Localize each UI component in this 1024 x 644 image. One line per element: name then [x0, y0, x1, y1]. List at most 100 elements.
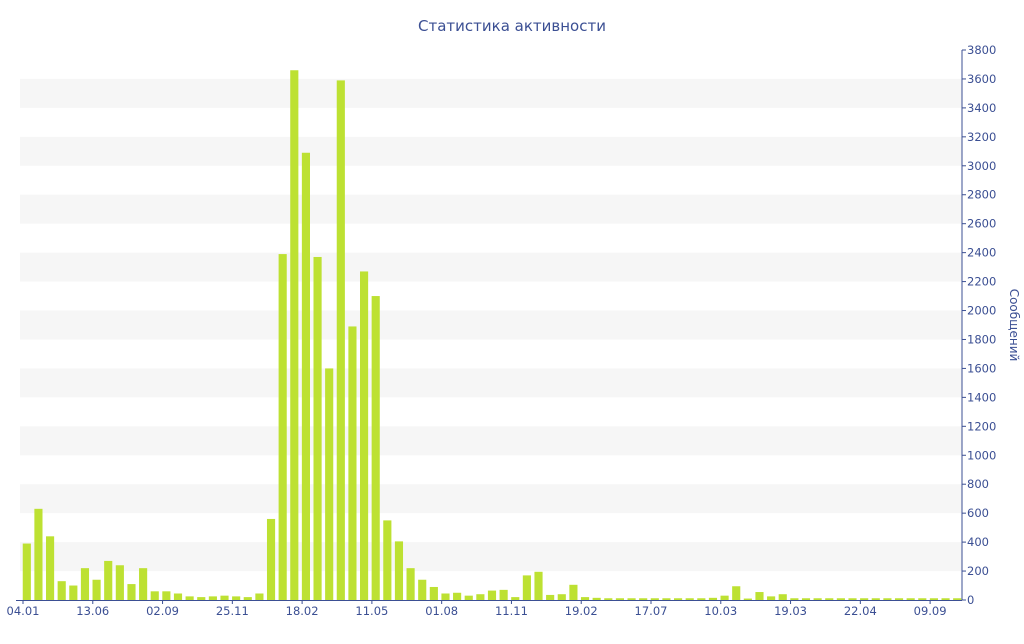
y-tick-label: 0 [967, 593, 974, 607]
bar [720, 595, 729, 600]
x-tick-label: 11.05 [355, 604, 388, 618]
bar [836, 598, 845, 600]
bar [511, 597, 520, 600]
bar [918, 598, 927, 600]
y-tick-label: 2000 [967, 304, 996, 318]
x-tick-label: 19.02 [565, 604, 598, 618]
bar [708, 597, 718, 600]
y-tick-label: 3800 [967, 43, 996, 57]
bar [418, 579, 427, 600]
grid-band [20, 136, 962, 166]
x-tick-label: 04.01 [7, 604, 40, 618]
bar [92, 579, 101, 600]
bar [383, 520, 392, 600]
bar [604, 598, 613, 600]
bar [825, 598, 834, 600]
grid-band [20, 542, 962, 572]
bar [173, 593, 183, 600]
bar [360, 271, 369, 600]
bar [57, 581, 66, 600]
bar [22, 543, 31, 600]
bar [499, 589, 508, 600]
bar [406, 568, 415, 600]
x-tick-label: 02.09 [146, 604, 179, 618]
bar [592, 597, 601, 600]
y-tick-label: 3400 [967, 101, 996, 115]
grid-band [20, 484, 962, 514]
bar [104, 560, 113, 600]
bar [69, 585, 78, 600]
bar [301, 152, 310, 600]
x-tick-label: 13.06 [76, 604, 109, 618]
bar [778, 594, 787, 600]
y-tick-label: 3200 [967, 130, 996, 144]
bar [801, 598, 811, 600]
bar [580, 597, 590, 600]
bar [615, 598, 624, 600]
y-tick-label: 3000 [967, 159, 996, 173]
bar [162, 591, 171, 600]
bars-group [22, 70, 962, 600]
grid-band [20, 310, 962, 340]
x-tick-label: 22.04 [844, 604, 877, 618]
bar [290, 70, 299, 600]
grid-band [20, 78, 962, 108]
bar [266, 518, 276, 600]
x-tick-label: 10.03 [704, 604, 737, 618]
bar [139, 568, 148, 600]
bar [278, 254, 287, 600]
bar [46, 536, 55, 600]
x-tick-label: 09.09 [914, 604, 947, 618]
bar [185, 596, 194, 600]
bar [650, 598, 659, 600]
bar [674, 598, 683, 600]
y-tick-label: 800 [967, 477, 989, 491]
bar [522, 575, 531, 600]
y-tick-label: 1200 [967, 419, 996, 433]
y-tick-label: 1800 [967, 332, 996, 346]
y-tick-label: 1400 [967, 390, 996, 404]
grid-band [20, 368, 962, 398]
bar [208, 596, 217, 600]
bar [534, 571, 543, 600]
bar [557, 594, 566, 600]
bar [150, 591, 159, 600]
bar [639, 598, 648, 600]
chart-title: Статистика активности [418, 17, 606, 35]
y-axis-title: Сообщений [1007, 289, 1021, 362]
bar [906, 598, 915, 600]
y-tick-label: 2200 [967, 275, 996, 289]
bar [336, 80, 345, 600]
bar [860, 598, 869, 600]
grid-band [20, 426, 962, 456]
x-axis: 04.01 13.06 02.09 25.11 18.02 11.05 01.08 11.11… [7, 600, 962, 618]
bar [929, 598, 938, 600]
bar [464, 595, 473, 600]
bar [883, 598, 892, 600]
bar [894, 598, 904, 600]
x-tick-label: 25.11 [216, 604, 249, 618]
x-tick-label: 01.08 [425, 604, 458, 618]
y-tick-label: 3600 [967, 72, 996, 86]
y-tick-label: 2600 [967, 217, 996, 231]
bar [848, 598, 857, 600]
bar [243, 597, 252, 600]
y-tick-label: 1000 [967, 448, 996, 462]
bar [487, 590, 497, 600]
bar [476, 594, 485, 600]
x-tick-label: 11.11 [495, 604, 528, 618]
y-axis: 0 200 400 600 800 1000 1200 1400 1600 1800 2000 220… [961, 43, 996, 607]
bar [34, 508, 43, 600]
grid-band [20, 252, 962, 282]
y-tick-label: 1600 [967, 361, 996, 375]
grid-bands [20, 78, 962, 572]
bar [441, 593, 450, 600]
x-tick-label: 17.07 [635, 604, 668, 618]
x-tick-label: 18.02 [286, 604, 319, 618]
bar [871, 598, 880, 600]
x-tick-label: 19.03 [774, 604, 807, 618]
bar [627, 598, 636, 600]
bar [697, 598, 706, 600]
